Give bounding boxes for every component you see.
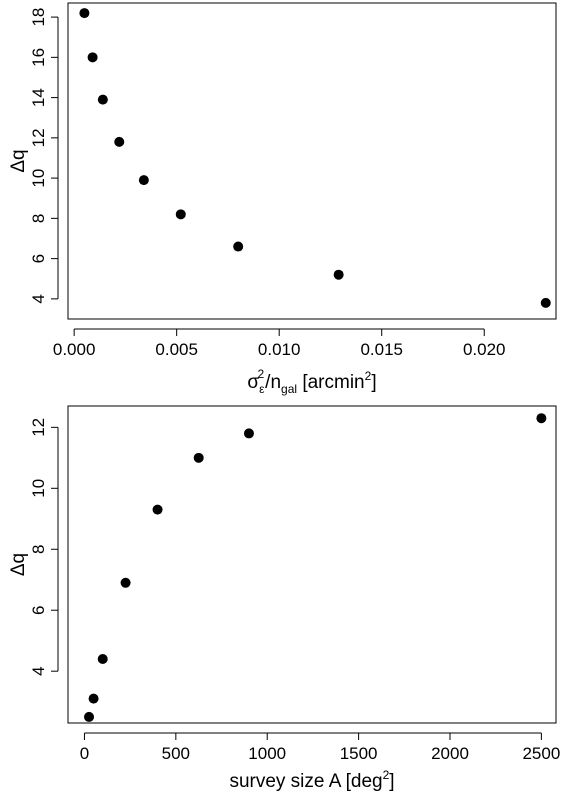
data-point <box>87 52 98 63</box>
data-point <box>88 693 99 704</box>
data-point <box>97 653 108 664</box>
y-tick-label: 4 <box>29 666 48 675</box>
y-tick-label: 10 <box>29 479 48 498</box>
y-tick-label: 8 <box>29 545 48 554</box>
data-point <box>138 175 149 186</box>
y-tick-label: 12 <box>29 128 48 147</box>
y-tick-label: 12 <box>29 418 48 437</box>
x-tick-label: 1500 <box>340 744 378 763</box>
y-tick-label: 16 <box>29 48 48 67</box>
y-axis-title: Δq <box>8 149 29 172</box>
x-tick-label: 0.010 <box>258 340 301 359</box>
x-tick-label: 0.020 <box>463 340 506 359</box>
x-tick-label: 0 <box>80 744 89 763</box>
x-axis-title: σε2/ngal [arcmin2] <box>247 367 376 396</box>
x-tick-label: 2000 <box>431 744 469 763</box>
x-tick-label: 500 <box>162 744 190 763</box>
y-tick-label: 8 <box>29 214 48 223</box>
data-point <box>243 428 254 439</box>
y-axis-title: Δq <box>8 553 29 576</box>
x-tick-label: 1000 <box>248 744 286 763</box>
chart-bottom: 0 500 1000 1500 2000 2500 4 6 8 10 12 Δq survey size… <box>8 405 560 792</box>
data-point <box>333 269 344 280</box>
plot-frame <box>67 405 557 724</box>
chart-top: 0.000 0.005 0.010 0.015 0.020 4 6 8 10 12 14 16 18 Δq… <box>8 2 557 396</box>
plot-frame <box>67 2 557 320</box>
data-point <box>79 8 90 19</box>
data-point <box>84 711 95 722</box>
data-point <box>175 209 186 220</box>
data-point <box>114 136 125 147</box>
data-point <box>233 241 244 252</box>
data-point <box>97 94 108 105</box>
x-tick-label: 0.015 <box>360 340 403 359</box>
y-tick-label: 18 <box>29 8 48 27</box>
y-tick-label: 6 <box>29 254 48 263</box>
data-point <box>536 413 547 424</box>
y-tick-label: 6 <box>29 605 48 614</box>
x-tick-label: 0.000 <box>53 340 96 359</box>
data-point <box>540 297 551 308</box>
y-tick-label: 4 <box>29 294 48 303</box>
y-tick-label: 14 <box>29 88 48 107</box>
data-point <box>193 452 204 463</box>
data-point <box>152 504 163 515</box>
x-tick-label: 0.005 <box>155 340 198 359</box>
x-axis-title: survey size A [deg2] <box>229 768 394 792</box>
y-tick-label: 10 <box>29 169 48 188</box>
x-tick-label: 2500 <box>522 744 560 763</box>
data-point <box>120 577 131 588</box>
